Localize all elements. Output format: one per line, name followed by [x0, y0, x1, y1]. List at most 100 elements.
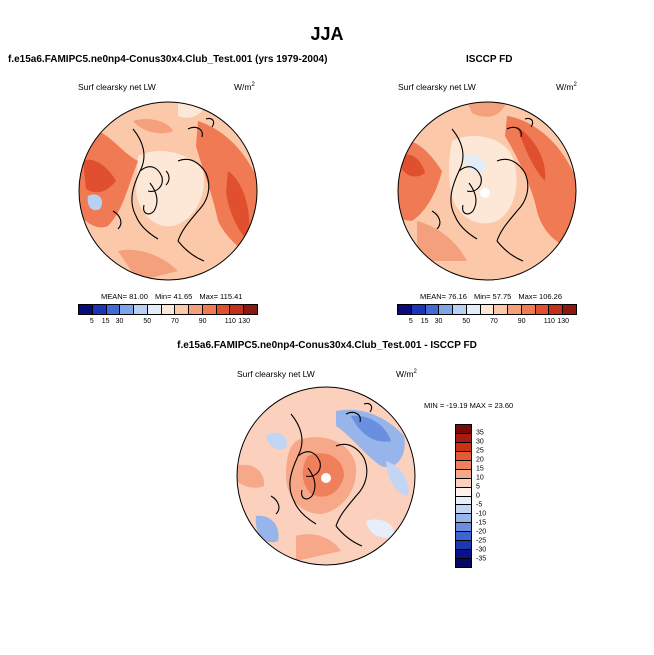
- colorbar-swatch: [456, 469, 471, 479]
- colorbar-tick-label: 5: [89, 318, 94, 325]
- colorbar-swatch: [535, 305, 550, 314]
- colorbar-swatch: [456, 487, 471, 497]
- panel2-colorbar: [397, 304, 577, 315]
- colorbar-tick-label: 0: [476, 492, 480, 500]
- colorbar-swatch: [398, 305, 412, 314]
- colorbar-swatch: [216, 305, 231, 314]
- panel3-variable-label: Surf clearsky net LW: [237, 369, 315, 379]
- panel2-stats: MEAN= 76.16 Min= 57.75 Max= 106.26: [420, 292, 567, 301]
- colorbar-tick-label: 5: [408, 318, 413, 325]
- panel3-colorbar-ticks: 35 30 25 20 15 10 5 0 -5 -10 -15 -20 -25 -30 -35: [476, 424, 506, 566]
- panel2-colorbar-ticks: 5 15 30 50 70 90 110 130: [397, 318, 575, 328]
- colorbar-swatch: [202, 305, 217, 314]
- colorbar-swatch: [411, 305, 426, 314]
- panel2-variable-label: Surf clearsky net LW: [398, 82, 476, 92]
- main-title: JJA: [310, 24, 344, 44]
- colorbar-swatch: [106, 305, 121, 314]
- panel3-colorbar: [455, 424, 472, 568]
- colorbar-swatch: [456, 559, 471, 567]
- colorbar-tick-label: 90: [517, 318, 526, 325]
- colorbar-tick-label: 15: [476, 465, 484, 473]
- colorbar-swatch: [134, 305, 148, 314]
- colorbar-swatch: [161, 305, 176, 314]
- colorbar-swatch: [456, 478, 471, 488]
- colorbar-tick-label: 5: [476, 483, 480, 491]
- colorbar-swatch: [439, 305, 454, 314]
- colorbar-tick-label: 50: [462, 318, 471, 325]
- colorbar-swatch: [456, 460, 471, 470]
- panel2-max: Max= 106.26: [518, 292, 562, 301]
- colorbar-tick-label: -15: [476, 519, 487, 527]
- colorbar-tick-label: 10: [476, 474, 484, 482]
- panel1-variable-label: Surf clearsky net LW: [78, 82, 156, 92]
- colorbar-swatch: [494, 305, 509, 314]
- colorbar-tick-label: 35: [476, 429, 484, 437]
- panel1-units: W/m2: [234, 82, 255, 92]
- colorbar-swatch: [480, 305, 495, 314]
- panel3-minmax: MIN = -19.19 MAX = 23.60: [424, 401, 514, 410]
- colorbar-swatch: [549, 305, 564, 314]
- colorbar-tick-label: -10: [476, 510, 487, 518]
- panel2-min: Min= 57.75: [474, 292, 512, 301]
- colorbar-swatch: [456, 433, 471, 443]
- panel1-colorbar-ticks: 5 15 30 50 70 90 110 130: [78, 318, 256, 328]
- panel1-min: Min= 41.65: [155, 292, 193, 301]
- colorbar-tick-label: 15: [420, 318, 429, 325]
- panel2-title: ISCCP FD: [466, 54, 513, 65]
- colorbar-swatch: [147, 305, 162, 314]
- panel1-max: Max= 115.41: [199, 292, 243, 301]
- colorbar-tick-label: -25: [476, 537, 487, 545]
- colorbar-tick-label: 50: [143, 318, 152, 325]
- colorbar-tick-label: 30: [115, 318, 124, 325]
- colorbar-swatch: [563, 305, 576, 314]
- colorbar-tick-label: 30: [476, 438, 484, 446]
- colorbar-swatch: [521, 305, 536, 314]
- colorbar-tick-label: 90: [198, 318, 207, 325]
- colorbar-tick-label: -20: [476, 528, 487, 536]
- colorbar-swatch: [230, 305, 245, 314]
- colorbar-swatch: [456, 505, 471, 515]
- colorbar-tick-label: 110: [543, 318, 555, 325]
- colorbar-swatch: [453, 305, 467, 314]
- colorbar-swatch: [189, 305, 203, 314]
- colorbar-swatch: [425, 305, 440, 314]
- colorbar-swatch: [175, 305, 190, 314]
- colorbar-swatch: [79, 305, 93, 314]
- panel1-polar-map: [78, 101, 258, 281]
- colorbar-tick-label: 25: [476, 447, 484, 455]
- colorbar-swatch: [456, 514, 471, 524]
- panel1-title: f.e15a6.FAMIPC5.ne0np4-Conus30x4.Club_Te…: [8, 54, 328, 65]
- panel2-mean: MEAN= 76.16: [420, 292, 467, 301]
- colorbar-tick-label: -30: [476, 546, 487, 554]
- colorbar-tick-label: 130: [557, 318, 569, 325]
- colorbar-swatch: [508, 305, 522, 314]
- colorbar-tick-label: 20: [476, 456, 484, 464]
- colorbar-swatch: [120, 305, 135, 314]
- colorbar-swatch: [456, 532, 471, 542]
- panel3-units: W/m2: [396, 369, 417, 379]
- colorbar-tick-label: -35: [476, 555, 487, 563]
- panel2-units: W/m2: [556, 82, 577, 92]
- colorbar-swatch: [244, 305, 257, 314]
- colorbar-swatch: [456, 550, 471, 560]
- colorbar-swatch: [92, 305, 107, 314]
- colorbar-tick-label: -5: [476, 501, 483, 509]
- colorbar-tick-label: 130: [238, 318, 250, 325]
- colorbar-tick-label: 110: [224, 318, 236, 325]
- colorbar-tick-label: 15: [101, 318, 110, 325]
- panel2-polar-map: [397, 101, 577, 281]
- panel1-stats: MEAN= 81.00 Min= 41.65 Max= 115.41: [101, 292, 247, 301]
- panel1-mean: MEAN= 81.00: [101, 292, 148, 301]
- colorbar-swatch: [456, 496, 471, 506]
- colorbar-tick-label: 30: [434, 318, 443, 325]
- colorbar-swatch: [456, 523, 471, 533]
- panel3-polar-map: [236, 386, 416, 566]
- panel1-colorbar: [78, 304, 258, 315]
- colorbar-swatch: [456, 451, 471, 461]
- colorbar-swatch: [456, 442, 471, 452]
- colorbar-swatch: [456, 425, 471, 434]
- colorbar-tick-label: 70: [171, 318, 179, 325]
- colorbar-tick-label: 70: [490, 318, 498, 325]
- colorbar-swatch: [466, 305, 481, 314]
- panel3-title: f.e15a6.FAMIPC5.ne0np4-Conus30x4.Club_Te…: [177, 340, 477, 351]
